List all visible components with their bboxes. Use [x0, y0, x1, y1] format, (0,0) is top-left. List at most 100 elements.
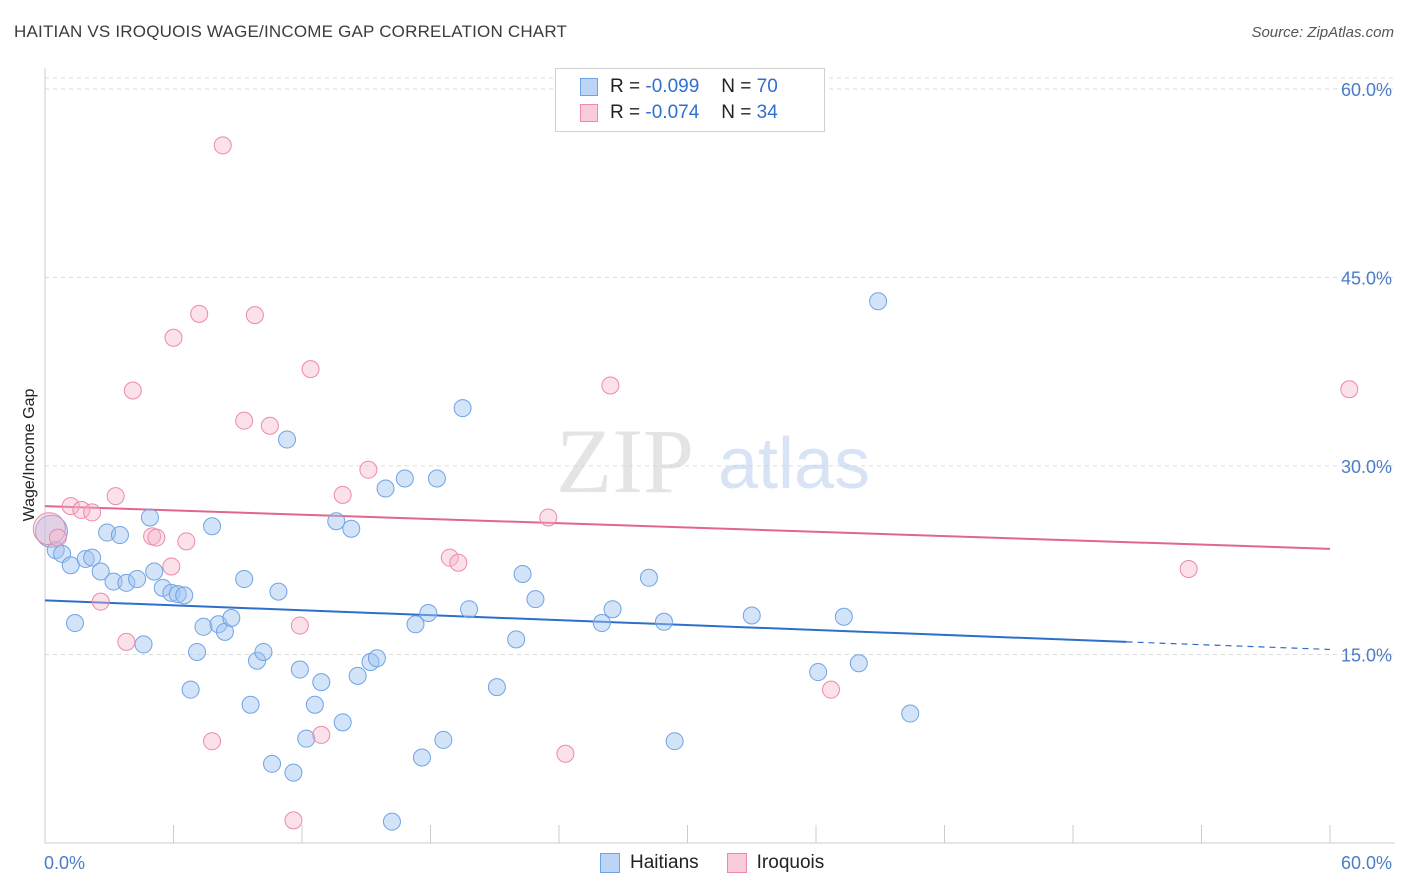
stats-legend: R = -0.099 N = 70 R = -0.074 N = 34	[555, 68, 825, 132]
haitians-point	[168, 585, 187, 604]
watermark: ZIP atlas	[556, 410, 870, 512]
iroquois-point	[203, 732, 222, 751]
iroquois-point	[48, 528, 67, 547]
y-axis-label: Wage/Income Gap	[21, 389, 38, 522]
haitians-point	[427, 469, 446, 488]
iroquois-point	[556, 744, 575, 763]
iroquois-point	[91, 592, 110, 611]
haitians-point	[654, 612, 673, 631]
iroquois-point	[72, 500, 91, 519]
iroquois-trend-line	[44, 505, 1331, 550]
haitians-point	[284, 763, 303, 782]
x-tick-label: 60.0%	[1341, 853, 1392, 873]
haitians-point	[333, 713, 352, 732]
haitians-trend-extension	[1126, 641, 1331, 651]
legend-n-label: N =	[721, 76, 752, 97]
haitians-point	[128, 570, 147, 589]
iroquois-point	[539, 508, 558, 527]
haitians-point	[382, 812, 401, 831]
series-legend: Haitians Iroquois	[600, 852, 852, 874]
haitians-point	[175, 586, 194, 605]
haitians-point	[901, 704, 920, 723]
haitians-point	[592, 614, 611, 633]
tick-labels: 15.0% 30.0% 45.0% 60.0% 0.0% 60.0%	[44, 80, 1392, 873]
haitians-point	[203, 517, 222, 536]
haitians-point	[91, 562, 110, 581]
haitians-point	[312, 673, 331, 692]
legend-item-iroquois: Iroquois	[726, 852, 825, 874]
haitians-point	[419, 603, 438, 622]
haitians-point	[104, 572, 123, 591]
chart-source: Source: ZipAtlas.com	[1251, 24, 1394, 41]
haitians-point	[254, 642, 273, 661]
y-tick-label: 45.0%	[1341, 268, 1392, 288]
legend-r-value: -0.099	[645, 76, 700, 97]
haitians-point	[507, 630, 526, 649]
y-tick-label: 60.0%	[1341, 80, 1392, 100]
haitians-point	[290, 660, 309, 679]
iroquois-point	[312, 725, 331, 744]
legend-row-haitians: R = -0.099 N = 70	[580, 75, 778, 99]
iroquois-point	[359, 460, 378, 479]
iroquois-point	[821, 680, 840, 699]
haitians-point	[453, 399, 472, 418]
watermark-zip: ZIP	[556, 410, 694, 512]
iroquois-point	[162, 557, 181, 576]
iroquois-point	[440, 548, 459, 567]
haitians-point	[222, 609, 241, 628]
haitians-point	[834, 607, 853, 626]
iroquois-point	[123, 381, 142, 400]
chart-title: HAITIAN VS IROQUOIS WAGE/INCOME GAP CORR…	[14, 22, 568, 41]
iroquois-point	[245, 306, 264, 325]
iroquois-point	[106, 487, 125, 506]
legend-label-haitians: Haitians	[630, 852, 699, 873]
iroquois-point	[190, 304, 209, 323]
haitians-point	[348, 666, 367, 685]
haitians-point	[487, 678, 506, 697]
haitians-point	[367, 649, 386, 668]
haitians-point	[278, 430, 297, 449]
haitians-point	[526, 590, 545, 609]
haitians-point	[241, 695, 260, 714]
haitians-point	[665, 732, 684, 751]
haitians-point	[269, 582, 288, 601]
haitians-point	[153, 578, 172, 597]
haitians-swatch	[580, 78, 598, 96]
haitians-point	[188, 642, 207, 661]
legend-label-iroquois: Iroquois	[756, 852, 825, 873]
haitians-point	[376, 479, 395, 498]
iroquois-point	[284, 811, 303, 830]
haitians-point	[110, 526, 129, 545]
haitians-point	[742, 606, 761, 625]
haitians-point	[305, 695, 324, 714]
legend-row-iroquois: R = -0.074 N = 34	[580, 101, 778, 125]
legend-r-value: -0.074	[645, 102, 700, 123]
y-tick-label: 15.0%	[1341, 645, 1392, 665]
legend-n-value: 34	[756, 102, 778, 123]
iroquois-point	[301, 360, 320, 379]
legend-r-label: R =	[610, 102, 641, 123]
trend-lines	[44, 505, 1331, 651]
iroquois-point	[601, 376, 620, 395]
haitians-point	[869, 292, 888, 311]
iroquois-point	[333, 485, 352, 504]
haitians-point	[412, 748, 431, 767]
x-tick-label: 0.0%	[44, 853, 85, 873]
haitians-point	[513, 565, 532, 584]
data-points	[32, 136, 1359, 831]
iroquois-point	[1340, 380, 1359, 399]
haitians-point	[117, 573, 136, 592]
haitians-point	[248, 651, 267, 670]
iroquois-point	[147, 528, 166, 547]
haitians-point	[639, 568, 658, 587]
haitians-point	[134, 635, 153, 654]
haitians-point	[235, 570, 254, 589]
haitians-point	[406, 615, 425, 634]
legend-item-haitians: Haitians	[600, 852, 699, 874]
haitians-point	[83, 548, 102, 567]
y-tick-label: 30.0%	[1341, 457, 1392, 477]
iroquois-point	[164, 328, 183, 347]
haitians-point	[140, 508, 159, 527]
iroquois-point	[1179, 559, 1198, 578]
